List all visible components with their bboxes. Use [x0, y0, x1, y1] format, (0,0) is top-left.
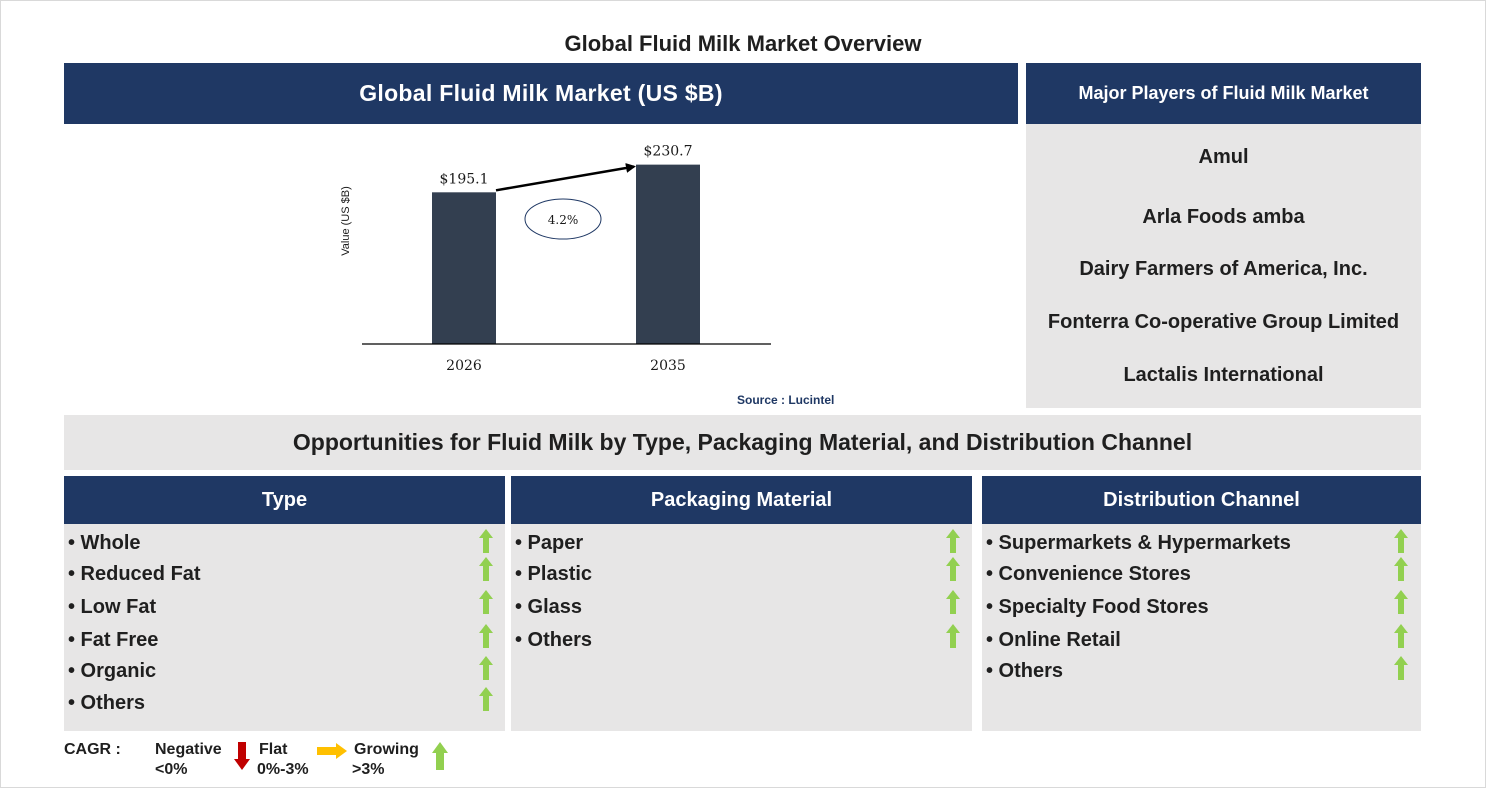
- segment-item: • Organic: [68, 660, 157, 682]
- page-title: Global Fluid Milk Market Overview: [564, 31, 922, 56]
- up-arrow-icon: [946, 529, 960, 553]
- up-arrow-icon: [946, 557, 960, 581]
- up-arrow-icon: [1394, 590, 1408, 614]
- segment-item: • Fat Free: [68, 629, 159, 651]
- segment-item: • Others: [986, 660, 1064, 682]
- segment-panel-packaging: • Paper • Plastic • Glass • Others: [511, 524, 972, 731]
- legend-growing-range: >3%: [352, 761, 385, 778]
- segment-item: • Convenience Stores: [986, 563, 1191, 585]
- player-item: Lactalis International: [1123, 364, 1324, 386]
- segment-header-packaging: Packaging Material: [511, 476, 972, 524]
- bar-chart: $195.1 2026 $230.7 2035 Value (US $B) 4.2%: [340, 144, 771, 374]
- up-arrow-icon: [946, 590, 960, 614]
- legend-flat-range: 0%-3%: [257, 761, 309, 778]
- up-arrow-icon: [479, 656, 493, 680]
- up-arrow-icon: [479, 529, 493, 553]
- players-panel: Amul Arla Foods amba Dairy Farmers of Am…: [1026, 124, 1421, 408]
- segment-item: • Glass: [515, 596, 583, 618]
- segment-item: • Reduced Fat: [68, 563, 201, 585]
- player-item: Arla Foods amba: [1142, 206, 1305, 228]
- growth-arrow: [495, 163, 636, 192]
- player-item: Fonterra Co-operative Group Limited: [1047, 311, 1400, 333]
- right-arrow-icon: [317, 743, 347, 759]
- legend-cagr-label: CAGR :: [64, 741, 121, 758]
- segment-panel-distribution: • Supermarkets & Hypermarkets • Convenie…: [982, 524, 1421, 731]
- up-arrow-icon: [946, 624, 960, 648]
- x-tick-label: 2035: [650, 358, 686, 374]
- up-arrow-icon: [1394, 529, 1408, 553]
- segment-item: • Paper: [515, 532, 584, 554]
- data-label: $230.7: [644, 144, 693, 160]
- legend-negative-range: <0%: [155, 761, 188, 778]
- x-tick-label: 2026: [446, 358, 482, 374]
- source-note: Source : Lucintel: [737, 393, 835, 407]
- players-header: Major Players of Fluid Milk Market: [1026, 63, 1421, 124]
- y-axis-label: Value (US $B): [340, 186, 352, 256]
- segment-item: • Others: [515, 629, 593, 651]
- down-arrow-icon: [234, 742, 250, 770]
- segment-item: • Others: [68, 692, 146, 714]
- segment-item: • Plastic: [515, 563, 593, 585]
- up-arrow-icon: [479, 557, 493, 581]
- player-item: Amul: [1198, 146, 1249, 168]
- up-arrow-icon: [1394, 624, 1408, 648]
- up-arrow-icon: [479, 624, 493, 648]
- player-item: Dairy Farmers of America, Inc.: [1079, 258, 1368, 280]
- up-arrow-icon: [432, 742, 448, 770]
- legend-growing-label: Growing: [354, 741, 419, 758]
- cagr-bubble: [524, 198, 602, 240]
- segment-item: • Low Fat: [68, 596, 157, 618]
- up-arrow-icon: [479, 687, 493, 711]
- cagr-label: 4.2%: [548, 213, 579, 227]
- up-arrow-icon: [1394, 557, 1408, 581]
- legend-negative-label: Negative: [155, 741, 222, 758]
- opportunities-banner: Opportunities for Fluid Milk by Type, Pa…: [64, 415, 1421, 470]
- segment-item: • Whole: [68, 532, 141, 554]
- segment-item: • Online Retail: [986, 629, 1121, 651]
- up-arrow-icon: [1394, 656, 1408, 680]
- segment-header-type: Type: [64, 476, 505, 524]
- legend-flat-label: Flat: [259, 741, 288, 758]
- segment-item: • Specialty Food Stores: [986, 596, 1209, 618]
- segment-panel-type: • Whole • Reduced Fat • Low Fat • Fat Fr…: [64, 524, 505, 731]
- bar: [432, 192, 496, 344]
- data-label: $195.1: [440, 171, 489, 187]
- bar: [636, 164, 700, 344]
- up-arrow-icon: [479, 590, 493, 614]
- chart-header: Global Fluid Milk Market (US $B): [64, 63, 1018, 124]
- segment-item: • Supermarkets & Hypermarkets: [986, 532, 1291, 554]
- segment-header-distribution: Distribution Channel: [982, 476, 1421, 524]
